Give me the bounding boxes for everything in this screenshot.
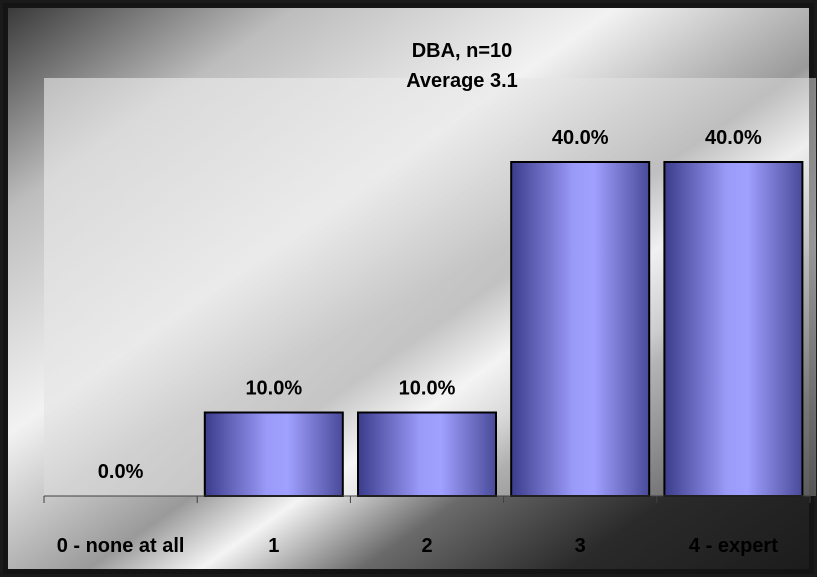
x-axis-tick-marks (43, 496, 811, 503)
bars-layer (203, 161, 804, 497)
bar (203, 411, 344, 497)
data-label: 10.0% (399, 378, 456, 400)
data-label: 0.0% (98, 461, 144, 483)
x-tick-label: 0 - none at all (57, 535, 185, 557)
x-tick-label: 4 - expert (689, 535, 778, 557)
data-label: 40.0% (552, 127, 609, 149)
x-tick-label: 3 (575, 535, 586, 557)
data-label: 10.0% (245, 378, 302, 400)
bar (357, 411, 497, 497)
data-label: 40.0% (705, 127, 762, 149)
x-tick-label: 1 (268, 535, 279, 557)
x-axis-tick-labels: 0 - none at all 1 2 3 4 - expert (57, 535, 779, 557)
x-tick-label: 2 (421, 535, 432, 557)
bar (510, 161, 651, 497)
data-labels-layer: 0.0% 10.0% 10.0% 40.0% 40.0% (98, 127, 762, 483)
bar (663, 161, 804, 497)
chart-title: DBA, n=10 (412, 40, 513, 62)
chart-subtitle: Average 3.1 (406, 70, 518, 92)
